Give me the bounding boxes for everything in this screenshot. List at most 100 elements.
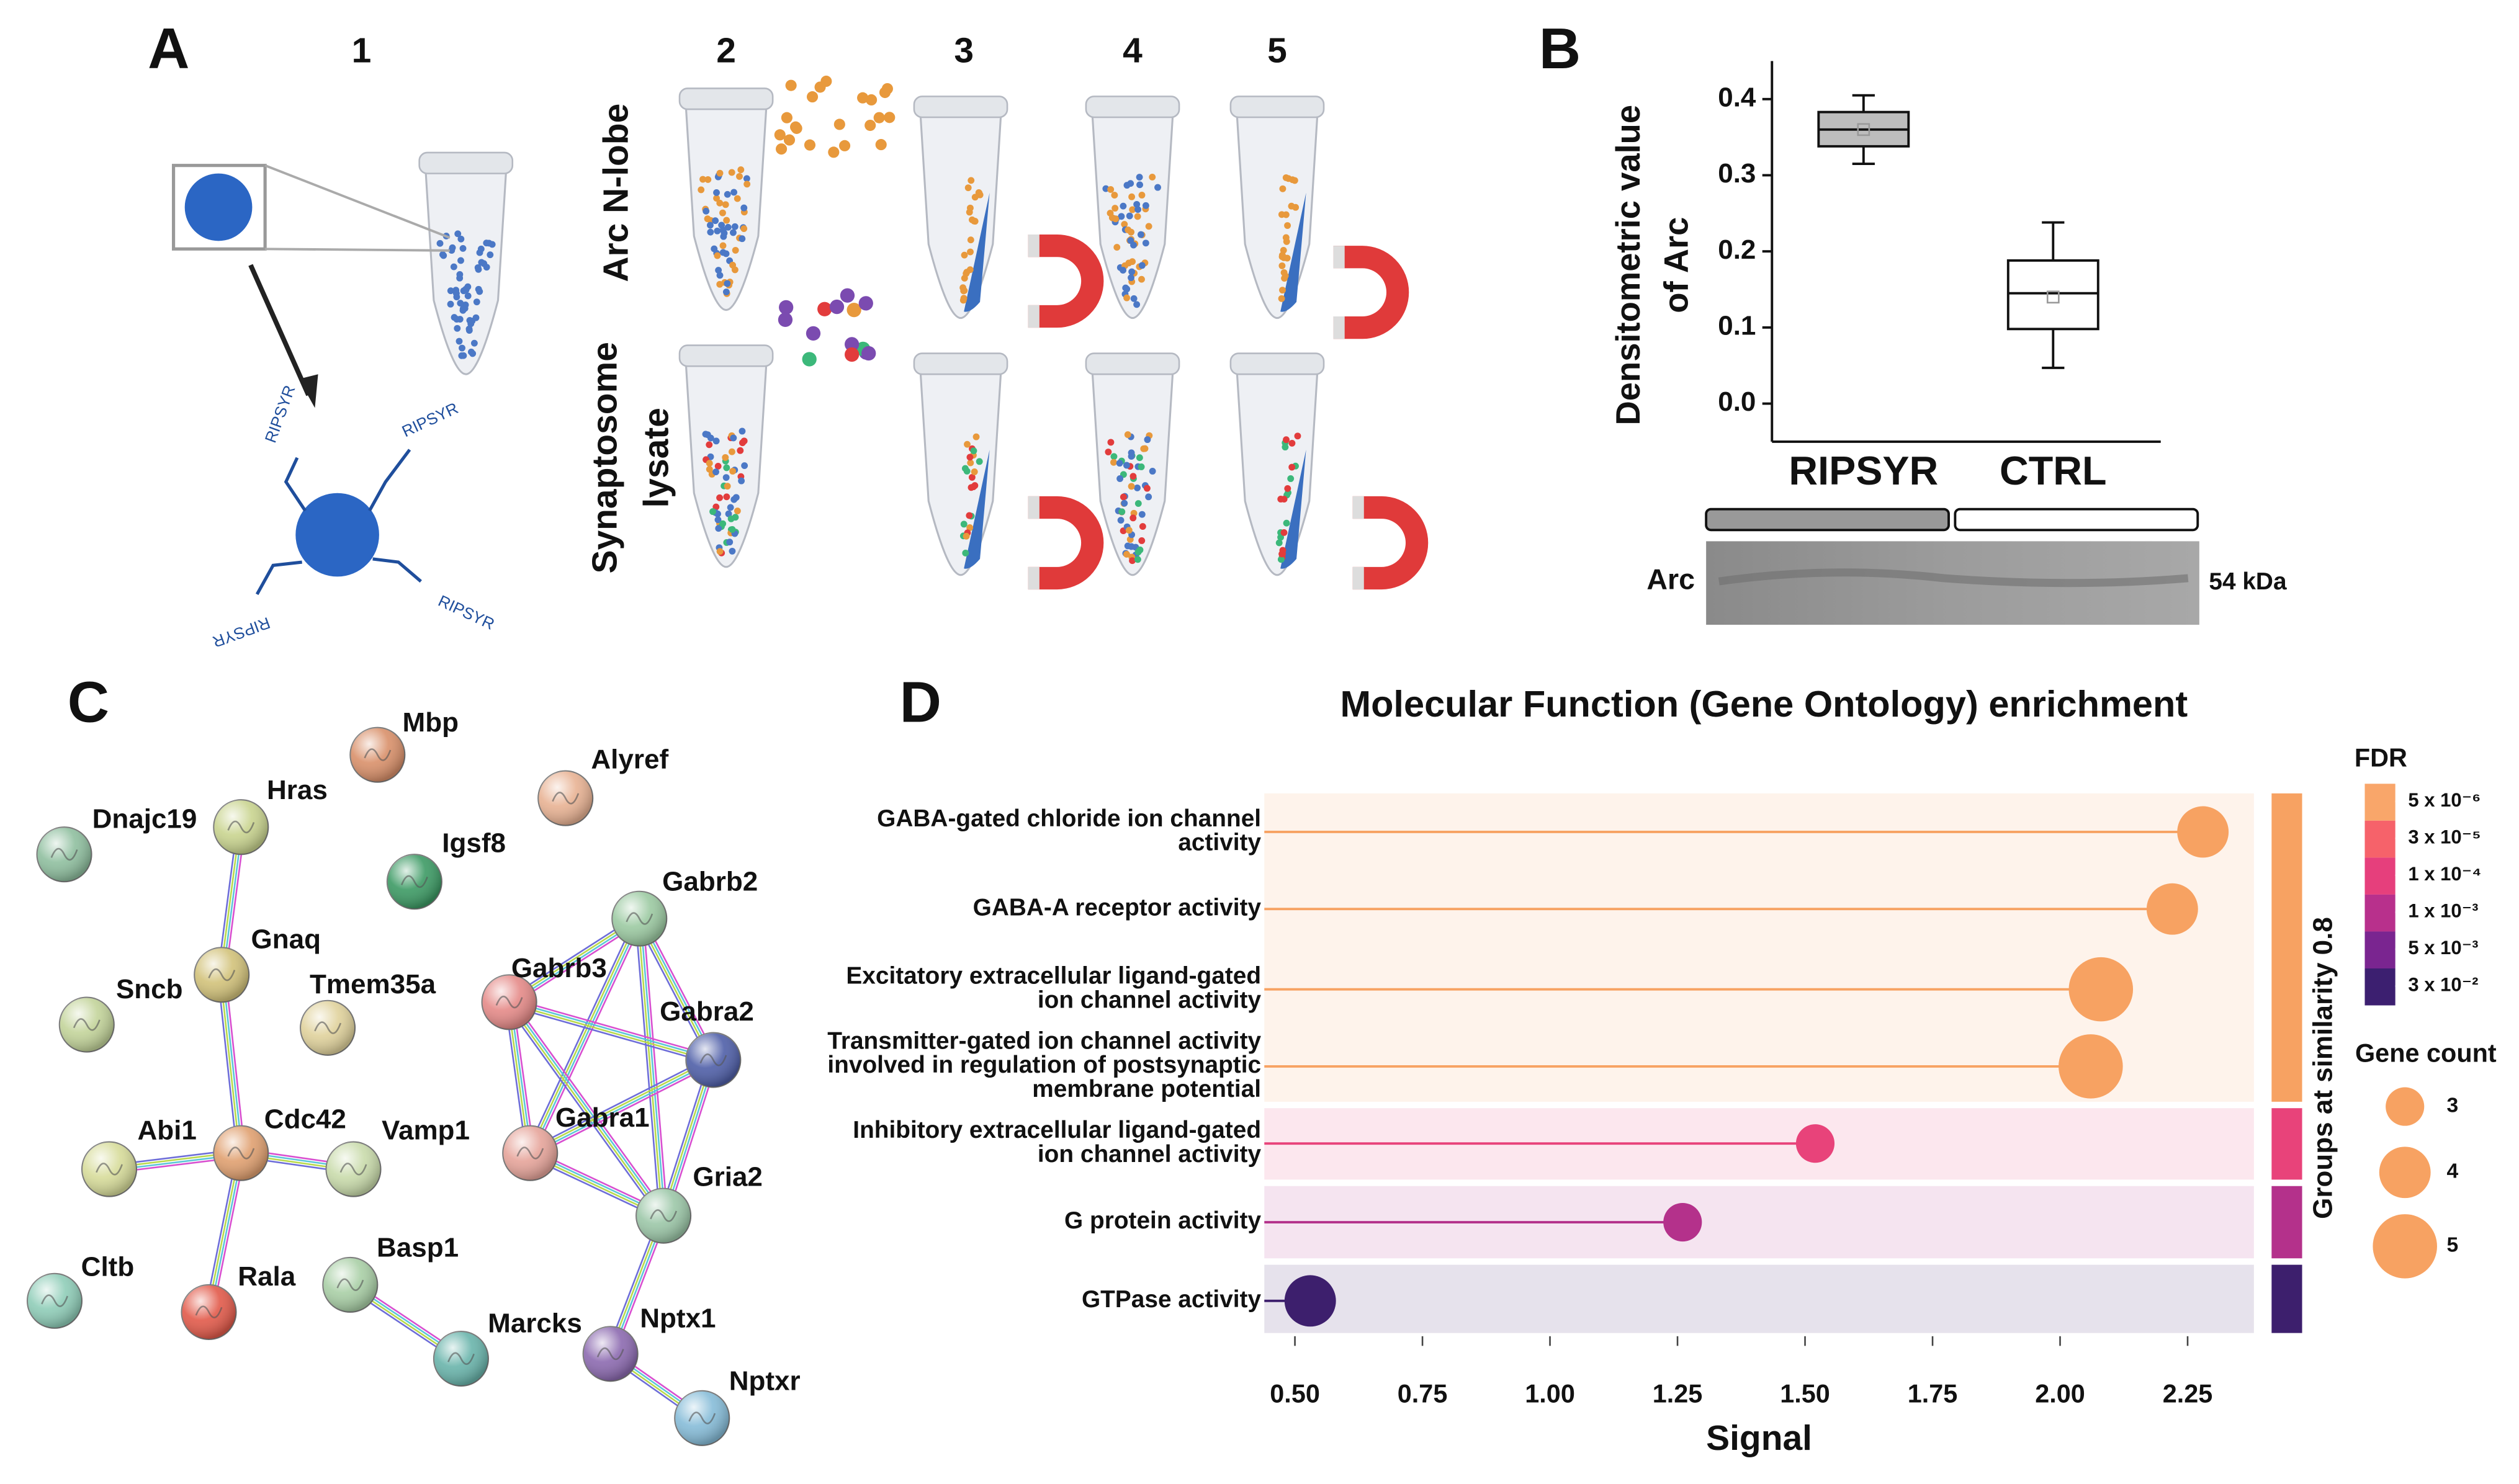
node-structure [495,996,523,1009]
particle [1134,556,1141,563]
particle [734,507,741,514]
network-edge [634,919,661,1217]
particle [483,264,490,271]
panel-letter: C [68,670,109,735]
particle [487,251,494,259]
particle [968,177,975,184]
particle [704,176,712,183]
particle [736,172,743,180]
particle [715,525,722,532]
particle [1277,556,1285,563]
legend-title: Gene count [2355,1039,2497,1068]
particle [971,218,979,225]
bead-pellet [1280,449,1306,569]
free-particle [881,83,893,95]
particle [1283,519,1290,527]
particle [1277,534,1285,541]
node-label: Gria2 [693,1162,763,1192]
particle [734,195,741,202]
tube-cap [913,352,1008,375]
particle [971,468,978,475]
magnet-tip [1028,234,1039,328]
particle [722,454,729,461]
y-tick-label: 0.4 [1718,82,1756,112]
network-edge [528,918,639,1153]
y-tick-label: 0.1 [1718,310,1756,341]
particle [962,550,969,556]
free-particle [774,129,786,141]
particle [464,292,472,300]
particle [966,512,973,519]
free-particle [840,288,855,303]
particle [1125,226,1132,234]
particle [460,352,467,359]
y-tick-label: ion channel activity [1038,1141,1262,1168]
particle [1107,439,1115,446]
particle [1284,222,1291,229]
node-structure [314,1021,342,1034]
particle [1133,301,1141,308]
particle [716,169,724,177]
particle [1120,267,1126,274]
group-bar [2271,1186,2302,1259]
particle [967,248,974,256]
colorbar-cell [2364,857,2396,895]
box [2006,259,2099,331]
particle [1124,431,1131,439]
bead [184,173,253,241]
particle [739,235,746,243]
free-particle [785,79,797,91]
particle [732,246,739,254]
free-particle [804,139,816,151]
free-particle [806,91,819,103]
x-tick-label: 1.50 [1780,1380,1830,1408]
particle [1128,543,1135,550]
particle [470,339,478,347]
particle [1122,284,1129,292]
particle [721,230,728,237]
free-particle [866,94,878,106]
free-particle [839,140,851,151]
dot [2177,806,2229,858]
particle [730,496,738,503]
x-tick-label: 1.75 [1908,1380,1958,1408]
particle [1282,272,1289,279]
particle [960,287,968,295]
legend-label: 5 [2447,1234,2459,1257]
magnet-tip [1028,496,1039,590]
linker-label: RIPSYR [262,383,299,445]
node-label: Abi1 [138,1115,197,1146]
x-axis-label: Signal [1706,1418,1812,1458]
particle [716,272,724,279]
colorbar-cell [2364,784,2396,821]
particle [1138,511,1146,518]
node-structure [699,1053,727,1066]
particle [1278,295,1285,302]
linkers [255,449,422,596]
particle [1275,539,1283,547]
particle [719,209,726,217]
blot-band [1718,568,2189,588]
figure-content: A 1 2 3 4 5 Arc N-lobe Synaptosome lysate RIPSYR R… [26,16,2497,1458]
particle [1128,483,1135,490]
legend-label: 3 [2447,1094,2459,1117]
particle [454,230,462,238]
particle [476,288,483,295]
particle [706,441,713,449]
particle [1143,485,1151,492]
x-tick-label: RIPSYR [1789,448,1938,493]
y-tick-label: 0.3 [1718,158,1756,189]
particle [729,468,737,475]
network-edge [532,919,644,1155]
y-tick-label: G protein activity [1064,1207,1261,1234]
bead-pellet [1280,192,1306,312]
colorbar-cell [2364,931,2396,968]
tube [424,171,508,375]
free-particle [820,75,832,87]
particle [1291,177,1298,184]
particle [1113,244,1121,251]
particle [724,190,731,198]
particle [1127,237,1134,244]
particle [743,175,750,182]
x-tick-label: 2.00 [2035,1380,2085,1408]
